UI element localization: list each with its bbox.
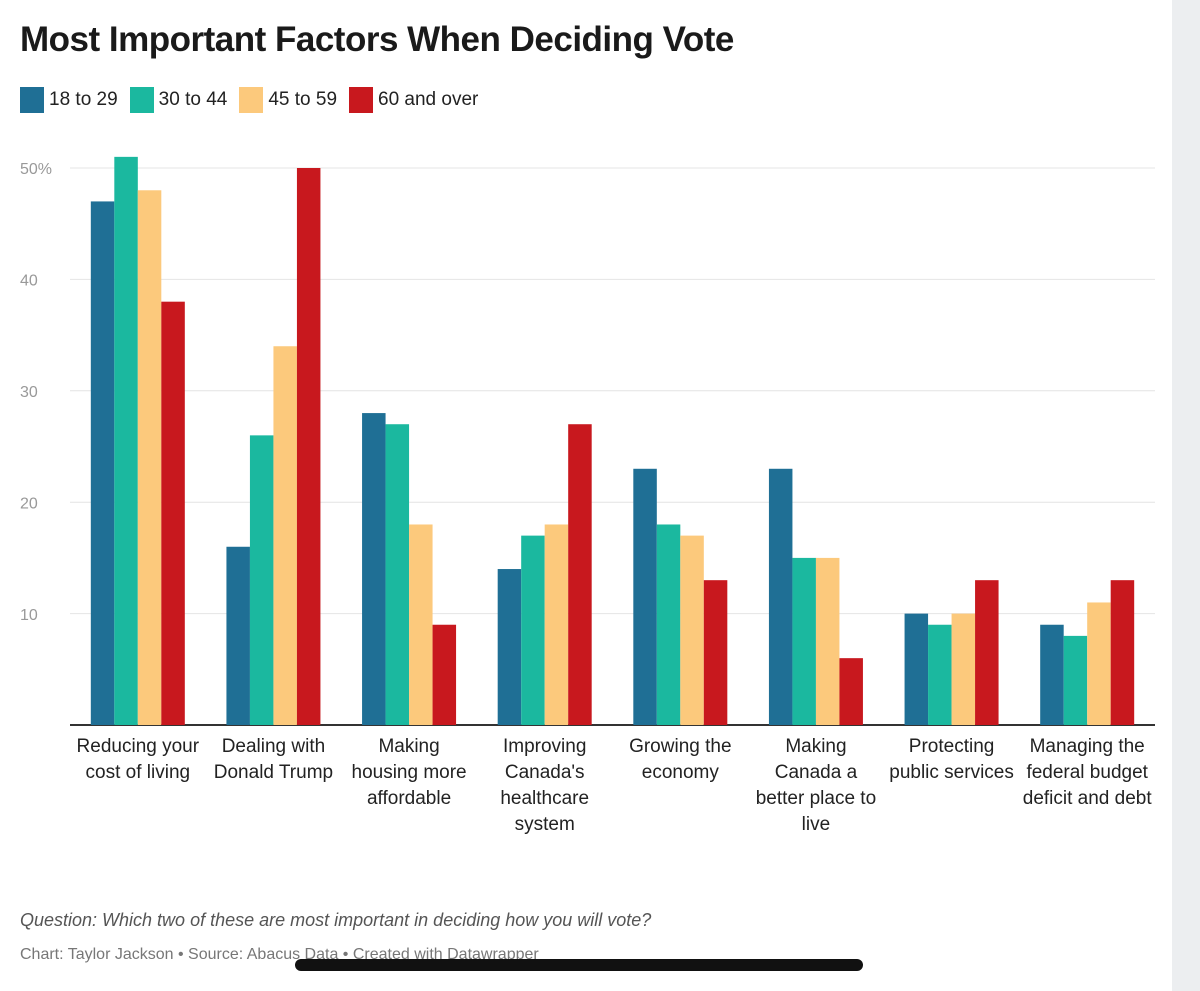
bar bbox=[1040, 624, 1064, 725]
legend: 18 to 29 30 to 44 45 to 59 60 and over bbox=[20, 87, 484, 113]
bar bbox=[273, 346, 297, 725]
bar bbox=[249, 435, 274, 725]
bar bbox=[521, 535, 545, 725]
legend-item: 60 and over bbox=[349, 87, 478, 113]
legend-swatch bbox=[349, 87, 374, 113]
x-tick-label: Making Canada a better place to live bbox=[755, 736, 877, 835]
y-tick-label: 50% bbox=[20, 161, 52, 178]
bar bbox=[362, 413, 386, 725]
bar bbox=[768, 468, 793, 725]
legend-swatch bbox=[20, 87, 44, 113]
bar bbox=[226, 546, 250, 725]
bar bbox=[656, 524, 681, 725]
legend-swatch bbox=[239, 87, 264, 113]
bar bbox=[568, 424, 592, 725]
x-tick-label: Managing the federal budget deficit and … bbox=[1022, 736, 1152, 809]
bar bbox=[161, 301, 185, 725]
credit: Chart: Taylor Jackson • Source: Abacus D… bbox=[20, 946, 539, 963]
bar bbox=[703, 580, 728, 725]
bar bbox=[904, 613, 929, 725]
bar bbox=[1110, 580, 1135, 725]
bar bbox=[839, 658, 863, 725]
x-tick-label: Making housing more affordable bbox=[351, 736, 467, 809]
bar bbox=[432, 624, 457, 725]
legend-item: 30 to 44 bbox=[129, 87, 228, 113]
x-tick-label: Reducing your cost of living bbox=[76, 736, 200, 783]
bar bbox=[409, 524, 433, 725]
y-tick-label: 10 bbox=[20, 607, 38, 624]
bar bbox=[1063, 635, 1088, 725]
y-tick-label: 30 bbox=[20, 384, 38, 401]
x-tick-label: Protecting public services bbox=[889, 736, 1014, 783]
bar bbox=[815, 557, 840, 725]
legend-label: 60 and over bbox=[378, 89, 479, 110]
legend-label: 18 to 29 bbox=[49, 89, 118, 110]
bar bbox=[137, 190, 162, 725]
y-tick-label: 40 bbox=[20, 273, 38, 290]
legend-swatch bbox=[129, 87, 154, 113]
bar bbox=[928, 624, 952, 725]
bar bbox=[90, 201, 115, 726]
bar bbox=[792, 557, 816, 725]
legend-label: 45 to 59 bbox=[268, 89, 338, 110]
bar bbox=[385, 424, 410, 725]
bar bbox=[544, 524, 569, 725]
bar bbox=[296, 168, 321, 725]
bar bbox=[633, 468, 657, 725]
y-tick-label: 20 bbox=[20, 495, 38, 512]
chart-title: Most Important Factors When Deciding Vot… bbox=[20, 20, 734, 59]
bar bbox=[951, 613, 976, 725]
question: Question: Which two of these are most im… bbox=[20, 910, 652, 930]
bar bbox=[1087, 602, 1111, 725]
bar bbox=[497, 569, 522, 725]
bar bbox=[114, 156, 138, 726]
x-tick-label: Improving Canada's healthcare system bbox=[500, 736, 590, 835]
side-strip bbox=[1172, 0, 1200, 991]
bar bbox=[975, 580, 999, 725]
home-indicator bbox=[295, 959, 863, 971]
chart: 10 20 30 40 50% bbox=[20, 156, 1155, 726]
x-tick-label: Dealing with Donald Trump bbox=[213, 736, 334, 783]
bar bbox=[680, 535, 704, 725]
x-tick-label: Growing the economy bbox=[629, 736, 732, 783]
legend-item: 18 to 29 bbox=[20, 87, 118, 113]
legend-label: 30 to 44 bbox=[158, 89, 228, 110]
legend-item: 45 to 59 bbox=[239, 87, 337, 113]
